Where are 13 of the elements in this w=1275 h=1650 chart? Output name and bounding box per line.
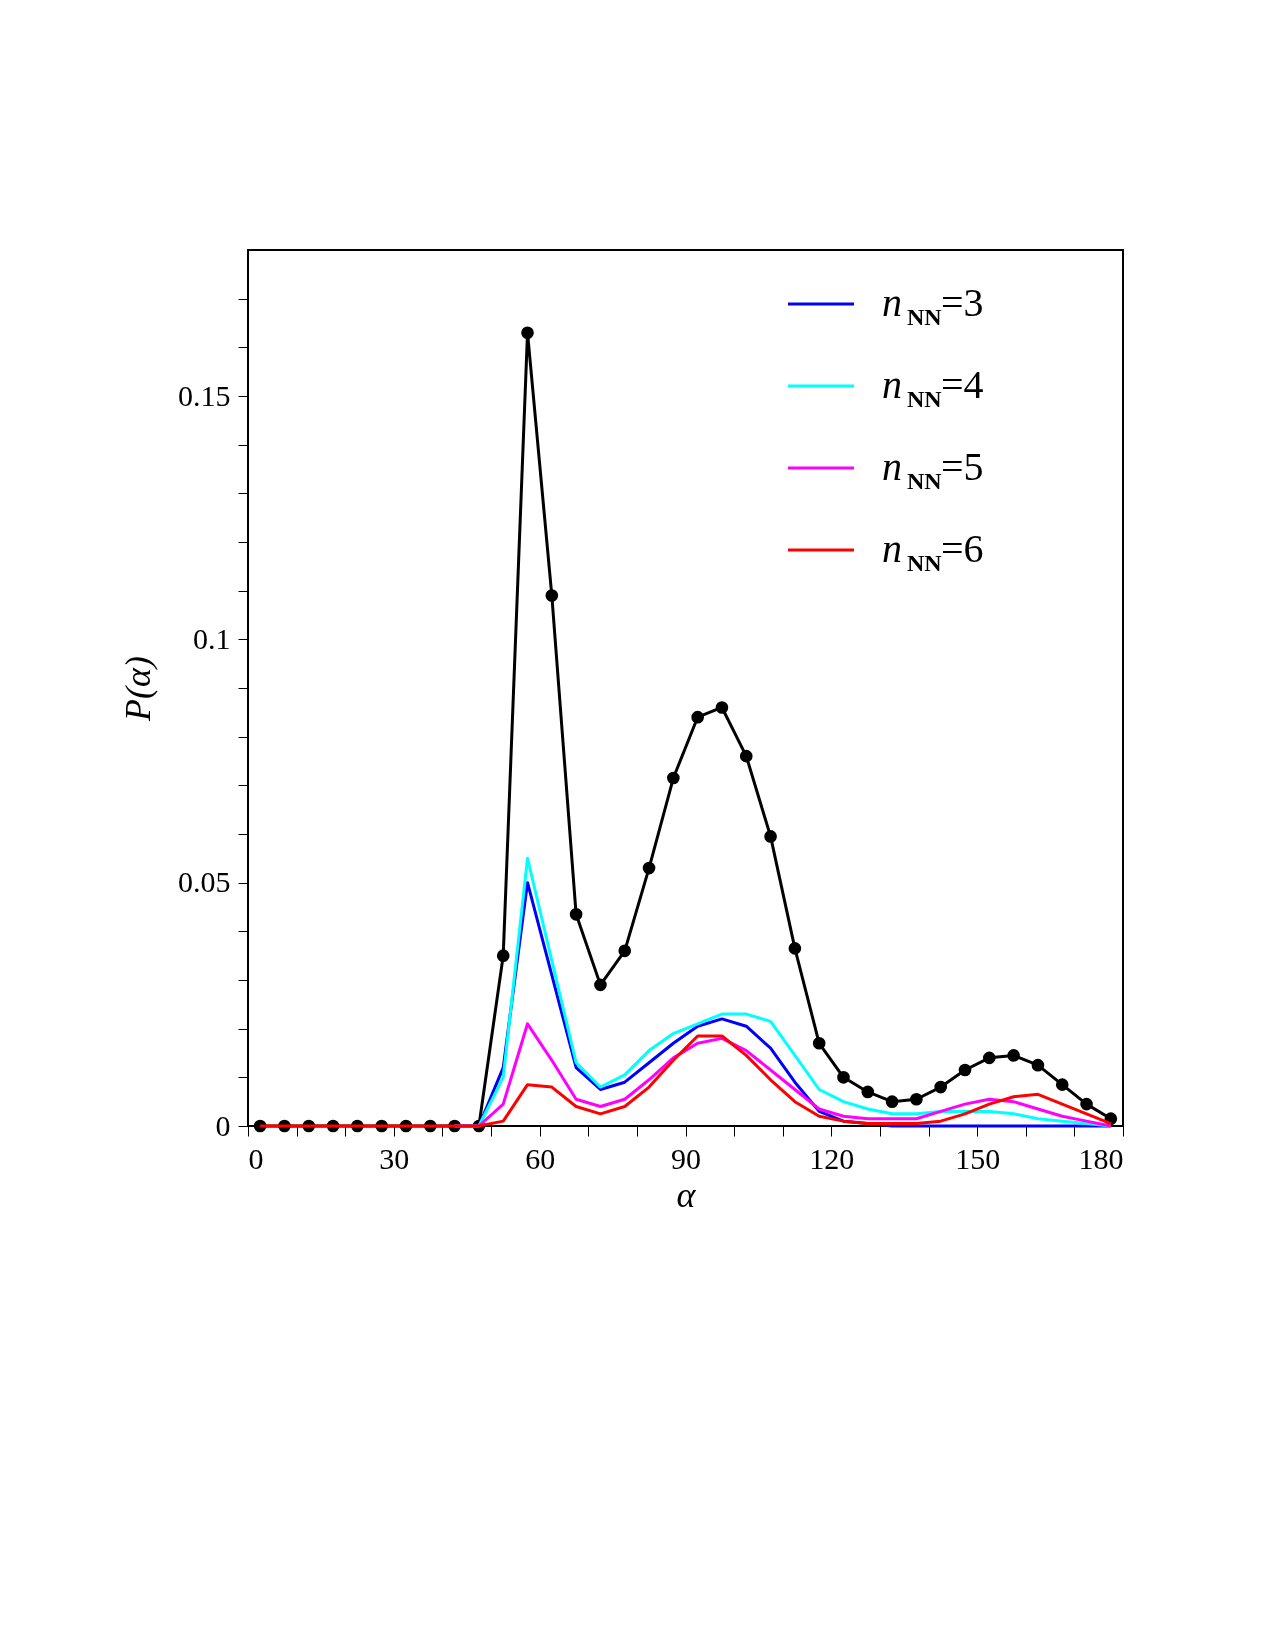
x-tick-label: 90: [671, 1141, 701, 1175]
y-tick-label: 0: [215, 1108, 231, 1142]
y-tick-label: 0.05: [178, 865, 231, 899]
x-axis-title: α: [676, 1174, 697, 1215]
x-tick-label: 0: [248, 1141, 264, 1175]
x-tick-label: 150: [955, 1141, 1001, 1175]
y-axis-title: P(α): [118, 656, 158, 722]
x-tick-label: 30: [379, 1141, 410, 1175]
y-tick-label: 0.15: [178, 378, 231, 412]
y-tick-label: 0.1: [193, 621, 231, 655]
x-tick-label: 180: [1078, 1141, 1124, 1175]
x-tick-label: 120: [809, 1141, 855, 1175]
x-tick-label: 60: [525, 1141, 556, 1175]
